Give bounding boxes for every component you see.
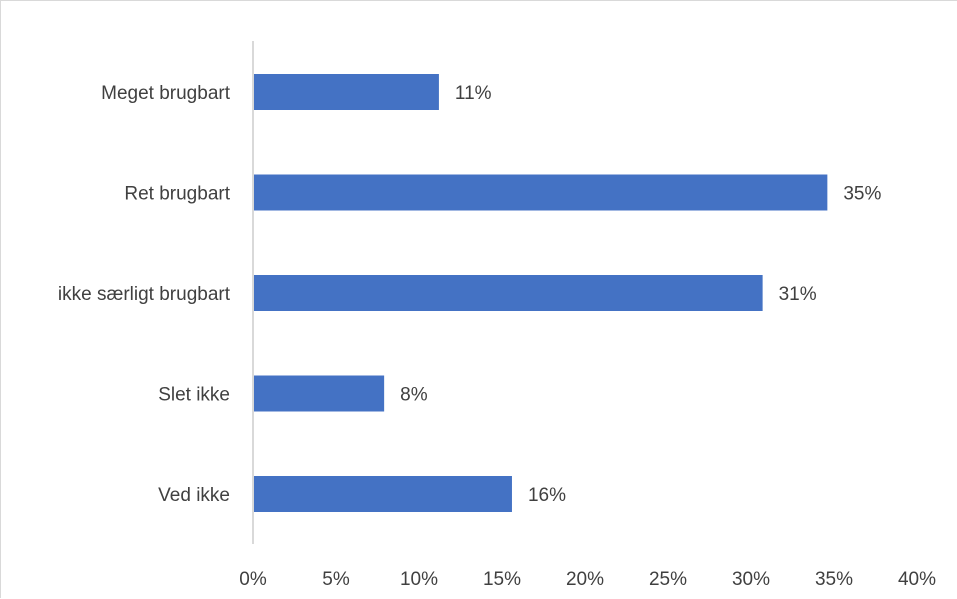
data-label: 35% bbox=[843, 184, 881, 205]
bar-1 bbox=[253, 174, 828, 211]
x-tick-label: 25% bbox=[649, 569, 687, 590]
bars-layer bbox=[253, 74, 828, 512]
x-tick-label: 30% bbox=[732, 569, 770, 590]
category-label: Meget brugbart bbox=[101, 83, 231, 104]
bar-0 bbox=[253, 74, 439, 110]
x-tick-label: 5% bbox=[322, 569, 350, 590]
category-label: Ved ikke bbox=[158, 485, 230, 506]
data-label: 11% bbox=[455, 83, 492, 104]
x-tick-label: 10% bbox=[400, 569, 438, 590]
labels-layer: Meget brugbart 11% Ret brugbart 35% ikke sær… bbox=[58, 83, 882, 506]
bar-2 bbox=[253, 275, 763, 311]
data-label: 31% bbox=[779, 284, 817, 305]
x-axis-ticks: 0% 5% 10% 15% 20% 25% 30% 35% 40% bbox=[239, 569, 936, 590]
x-tick-label: 20% bbox=[566, 569, 604, 590]
bar-4 bbox=[253, 476, 512, 512]
x-tick-label: 40% bbox=[898, 569, 936, 590]
data-label: 16% bbox=[528, 485, 566, 506]
category-label: Slet ikke bbox=[158, 385, 230, 406]
bar-3 bbox=[253, 375, 385, 412]
x-tick-label: 35% bbox=[815, 569, 853, 590]
data-label: 8% bbox=[400, 385, 428, 406]
category-label: Ret brugbart bbox=[124, 184, 230, 205]
category-label: ikke særligt brugbart bbox=[58, 284, 231, 305]
x-tick-label: 15% bbox=[483, 569, 521, 590]
x-tick-label: 0% bbox=[239, 569, 267, 590]
